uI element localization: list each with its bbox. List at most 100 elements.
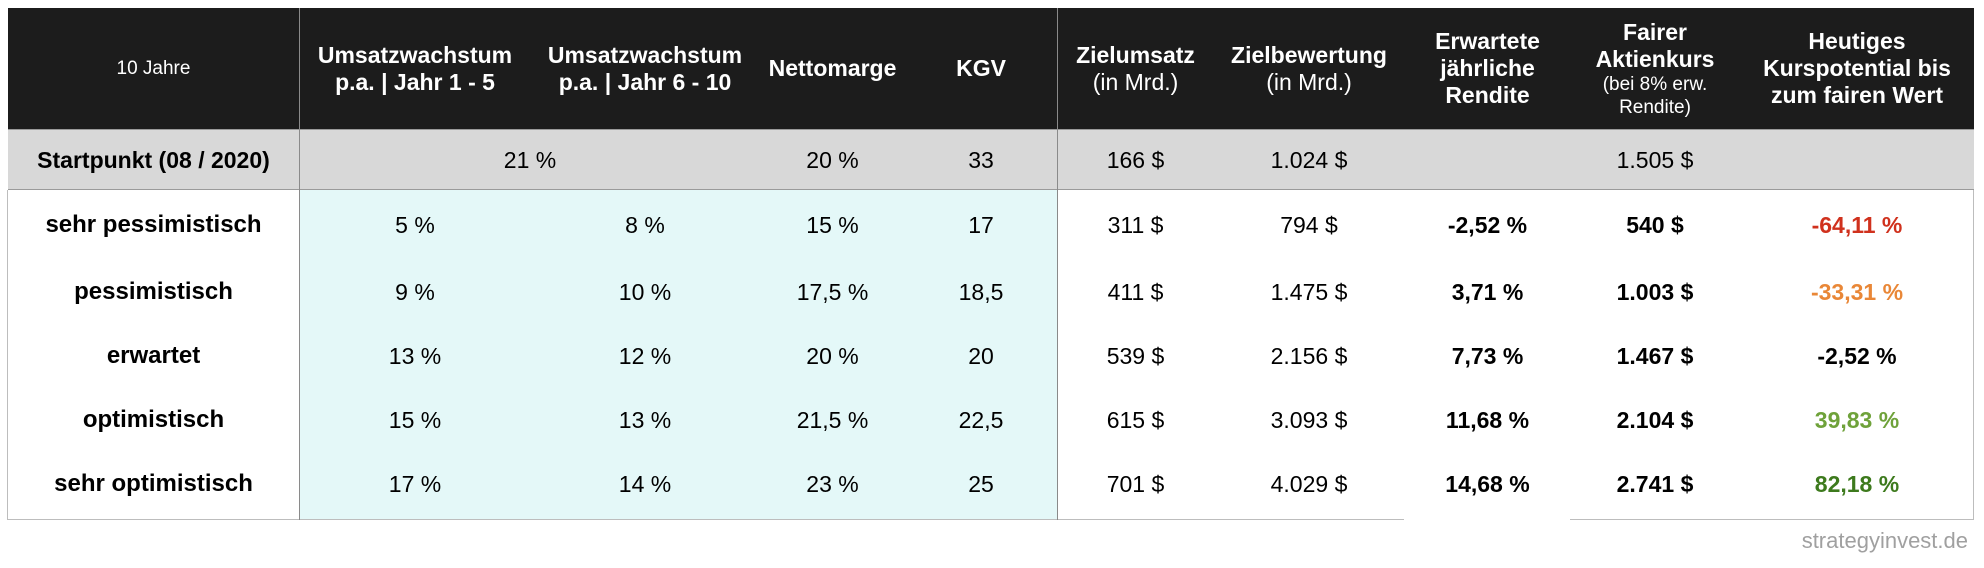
row-label: sehr optimistisch [8, 454, 299, 514]
row-growth-6-10-value: 13 % [618, 406, 672, 433]
row-fair-price: 540 $ [1570, 195, 1740, 255]
row-label: erwartet [8, 326, 299, 386]
row-target-valuation-value: 4.029 $ [1270, 470, 1348, 497]
row-expected-return: 7,73 % [1405, 326, 1570, 386]
row-net-margin-value: 21,5 % [796, 406, 869, 433]
row-potential-value: -2,52 % [1817, 342, 1897, 369]
row-label-value: sehr optimistisch [54, 470, 253, 497]
row-target-revenue: 411 $ [1058, 262, 1213, 322]
row-fair-price-value: 1.003 $ [1616, 278, 1694, 305]
row-expected-return: -2,52 % [1405, 195, 1570, 255]
row-kgv-value: 20 [968, 342, 994, 369]
row-target-valuation: 794 $ [1213, 195, 1405, 255]
row-kgv: 18,5 [905, 262, 1057, 322]
start-margin: 20 % [806, 146, 859, 173]
row-label-value: sehr pessimistisch [45, 211, 262, 238]
row-growth-1-5: 15 % [300, 390, 530, 450]
row-kgv-value: 25 [968, 470, 994, 497]
row-net-margin-value: 23 % [806, 470, 859, 497]
header-expected-return: Erwartete jährliche Rendite [1435, 28, 1540, 108]
start-label: Startpunkt (08 / 2020) [37, 146, 270, 173]
row-growth-6-10: 13 % [530, 390, 760, 450]
row-growth-1-5-value: 5 % [395, 211, 435, 238]
row-growth-1-5: 13 % [300, 326, 530, 386]
table-border-bottom-right [1570, 519, 1974, 520]
divider-label [299, 8, 300, 520]
row-expected-return: 11,68 % [1405, 390, 1570, 450]
row-growth-6-10: 12 % [530, 326, 760, 386]
row-potential: 39,83 % [1740, 390, 1974, 450]
header-growth-6-10: Umsatzwachstum p.a. | Jahr 6 - 10 [547, 41, 743, 95]
row-growth-6-10-value: 10 % [618, 278, 672, 305]
row-net-margin-value: 15 % [806, 211, 859, 238]
row-target-revenue-value: 311 $ [1107, 211, 1164, 238]
row-growth-6-10: 10 % [530, 262, 760, 322]
row-fair-price: 1.003 $ [1570, 262, 1740, 322]
row-potential-value: -64,11 % [1811, 211, 1903, 238]
row-target-valuation: 3.093 $ [1213, 390, 1405, 450]
row-target-revenue: 701 $ [1058, 454, 1213, 514]
row-net-margin: 20 % [760, 326, 905, 386]
start-valuation: 1.024 $ [1270, 146, 1348, 173]
row-growth-1-5: 17 % [300, 454, 530, 514]
row-label-value: optimistisch [82, 406, 225, 433]
row-growth-6-10-value: 14 % [618, 470, 672, 497]
row-label: pessimistisch [8, 262, 299, 322]
row-growth-1-5: 9 % [300, 262, 530, 322]
row-target-revenue-value: 539 $ [1106, 342, 1165, 369]
row-label-value: erwartet [106, 342, 201, 369]
row-target-valuation-value: 794 $ [1280, 211, 1338, 238]
input-columns-highlight [300, 190, 1057, 520]
header-target-valuation: Zielbewertung (in Mrd.) [1231, 41, 1387, 95]
row-target-valuation-value: 2.156 $ [1270, 342, 1348, 369]
row-target-revenue-value: 701 $ [1106, 470, 1165, 497]
row-fair-price-value: 1.467 $ [1616, 342, 1694, 369]
row-target-valuation: 1.475 $ [1213, 262, 1405, 322]
start-revenue: 166 $ [1106, 146, 1165, 173]
start-kgv: 33 [968, 146, 994, 173]
row-net-margin-value: 20 % [806, 342, 859, 369]
row-net-margin: 23 % [760, 454, 905, 514]
row-fair-price: 1.467 $ [1570, 326, 1740, 386]
header-potential: Heutiges Kurspotential bis zum fairen Wert [1763, 28, 1951, 108]
start-growth: 21 % [503, 146, 557, 173]
row-expected-return-value: 7,73 % [1451, 342, 1524, 369]
row-expected-return-value: -2,52 % [1447, 211, 1528, 238]
table-border-left [7, 190, 8, 520]
row-kgv: 20 [905, 326, 1057, 386]
row-target-revenue-value: 615 $ [1106, 406, 1165, 433]
row-expected-return: 3,71 % [1405, 262, 1570, 322]
row-kgv-value: 18,5 [958, 278, 1004, 305]
row-label-value: pessimistisch [74, 278, 233, 305]
row-net-margin: 21,5 % [760, 390, 905, 450]
divider-inputs [1057, 8, 1058, 520]
row-target-revenue: 615 $ [1058, 390, 1213, 450]
row-net-margin: 17,5 % [760, 262, 905, 322]
row-target-revenue: 539 $ [1058, 326, 1213, 386]
row-growth-1-5-value: 15 % [388, 406, 442, 433]
row-target-valuation-value: 1.475 $ [1270, 278, 1348, 305]
footer-source: strategyinvest.de [1801, 528, 1968, 553]
row-target-valuation-value: 3.093 $ [1270, 406, 1348, 433]
row-kgv: 25 [905, 454, 1057, 514]
header-fair-price: Fairer Aktienkurs (bei 8% erw. Rendite) [1595, 18, 1715, 118]
row-target-valuation: 2.156 $ [1213, 326, 1405, 386]
row-growth-1-5-value: 9 % [395, 278, 435, 305]
row-kgv-value: 22,5 [958, 406, 1004, 433]
row-kgv: 17 [905, 195, 1057, 255]
row-potential: -64,11 % [1740, 195, 1974, 255]
start-row-background [8, 129, 1974, 190]
row-growth-6-10-value: 8 % [625, 211, 665, 238]
header-period: 10 Jahre [116, 57, 191, 79]
row-growth-1-5-value: 13 % [388, 342, 442, 369]
row-target-revenue: 311 $ [1058, 195, 1213, 255]
row-target-valuation: 4.029 $ [1213, 454, 1405, 514]
header-target-revenue: Zielumsatz (in Mrd.) [1076, 41, 1195, 95]
row-expected-return-value: 11,68 % [1445, 406, 1530, 433]
row-potential-value: 39,83 % [1814, 406, 1900, 433]
header-growth-1-5: Umsatzwachstum p.a. | Jahr 1 - 5 [317, 41, 513, 95]
row-growth-1-5-value: 17 % [388, 470, 442, 497]
row-expected-return-value: 14,68 % [1445, 470, 1530, 497]
row-potential: -2,52 % [1740, 326, 1974, 386]
row-kgv: 22,5 [905, 390, 1057, 450]
